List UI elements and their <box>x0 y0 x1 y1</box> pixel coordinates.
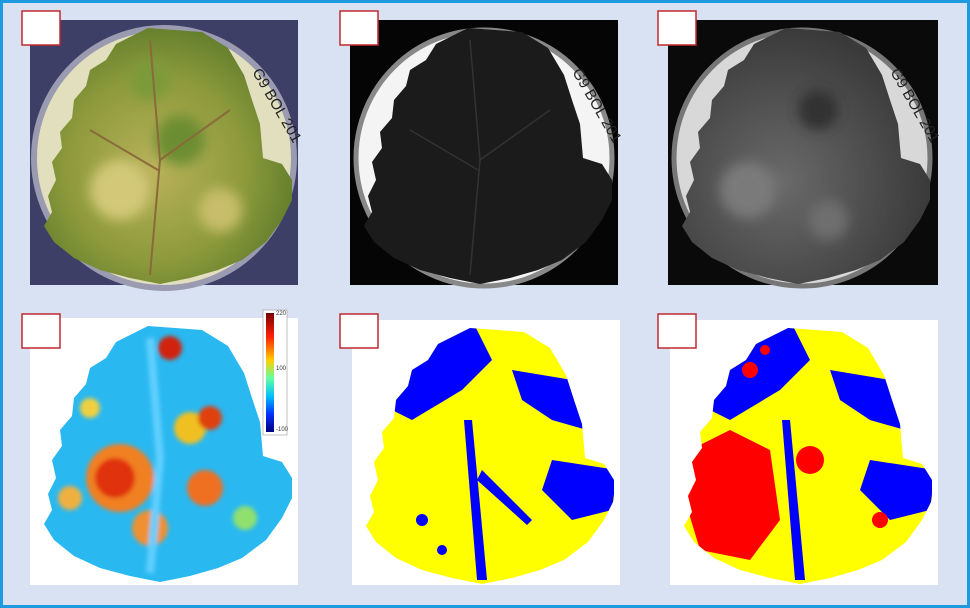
colorbar-tick: 220 <box>276 311 287 317</box>
panel-label-box <box>657 10 697 46</box>
panel-label-box <box>339 313 379 349</box>
panel-label-box <box>657 313 697 349</box>
panel-photo: G9 BOL 201 <box>21 10 305 291</box>
colorbar-tick: 100 <box>276 366 287 372</box>
panel-label-box <box>21 313 61 349</box>
colorbar <box>266 313 274 432</box>
panel-dark: G9 BOL 201 <box>339 10 625 289</box>
panel-grey: G9 BOL 201 <box>657 10 943 289</box>
colorbar-tick: -100 <box>276 427 289 433</box>
panel-three-classes <box>657 313 938 585</box>
panel-label-box <box>339 10 379 46</box>
panel-classes <box>339 313 620 585</box>
panel-label-box <box>21 10 61 46</box>
panel-heatmap: 220 100 -100 <box>21 309 298 585</box>
